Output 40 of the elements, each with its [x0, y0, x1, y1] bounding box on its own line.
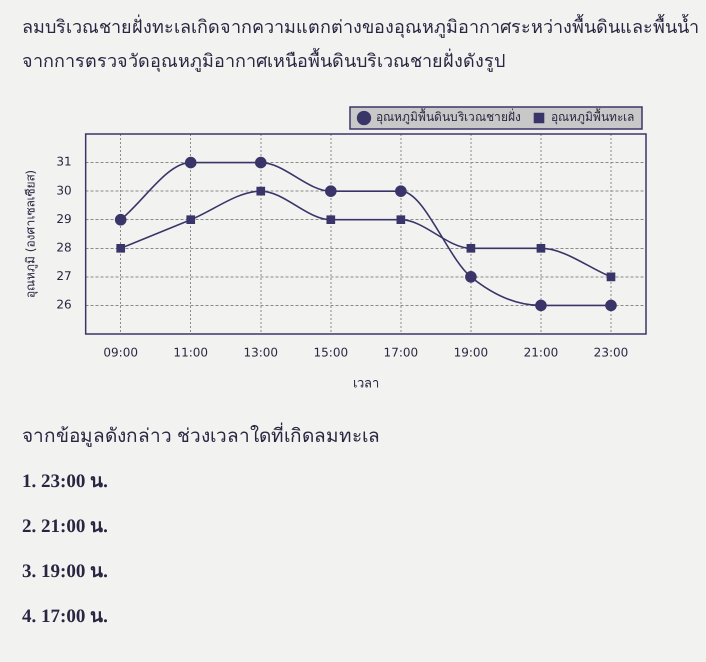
point [466, 244, 476, 253]
chart-title: ลมบริเวณชายฝั่งทะเลเกิดจากความแตกต่างของอุณหภูมิอากาศระหว่างพื้นดินและพื้นน้ำ จากการตรวจวัดอุณหภูมิอากาศเหนือพื้นดินบริเวณชายฝั่งดังรูป [22, 12, 700, 74]
point [536, 244, 546, 253]
x-tick-label: 13:00 [243, 345, 278, 360]
point [606, 272, 616, 282]
y-tick-label: 27 [56, 268, 72, 283]
x-tick-label: 15:00 [314, 345, 348, 360]
x-tick-label: 23:00 [594, 345, 628, 360]
y-tick-label: 28 [56, 240, 72, 254]
y-axis-title: อุณหภูมิ (องศาเซลเซียส) [23, 170, 38, 298]
point [605, 300, 617, 312]
x-tick-label: 09:00 [103, 345, 138, 360]
point [254, 156, 267, 168]
text: 3. 19:00 น. [22, 560, 109, 584]
text: 1. 23:00 น. [22, 470, 109, 494]
legend-label: อุณหภูมิพื้นดินบริเวณชายฝั่ง [376, 108, 521, 126]
text: 2. 21:00 น. [22, 515, 109, 539]
x-tick-label: 21:00 [524, 345, 558, 360]
y-tick-label: 31 [56, 154, 72, 169]
point [395, 185, 407, 197]
point [186, 215, 196, 224]
x-tick-label: 19:00 [454, 345, 488, 360]
legend-label: อุณหภูมิพื้นทะเล [551, 108, 634, 126]
y-tick-label: 30 [56, 183, 72, 198]
x-tick-label: 17:00 [384, 345, 418, 360]
point [326, 215, 336, 224]
point [535, 300, 547, 312]
point [396, 215, 406, 224]
y-tick-label: 26 [56, 298, 72, 312]
point [325, 185, 337, 197]
point [184, 156, 197, 168]
text: 4. 17:00 น. [22, 605, 109, 629]
x-axis-title: เวลา [352, 376, 379, 392]
point [114, 214, 126, 226]
x-tick-label: 11:00 [173, 345, 208, 360]
point [116, 244, 126, 253]
point [465, 271, 477, 283]
point [256, 186, 266, 196]
text: จากข้อมูลดังกล่าว ช่วงเวลาใดที่เกิดลมทะเล [22, 422, 380, 449]
y-tick-label: 29 [56, 212, 72, 226]
